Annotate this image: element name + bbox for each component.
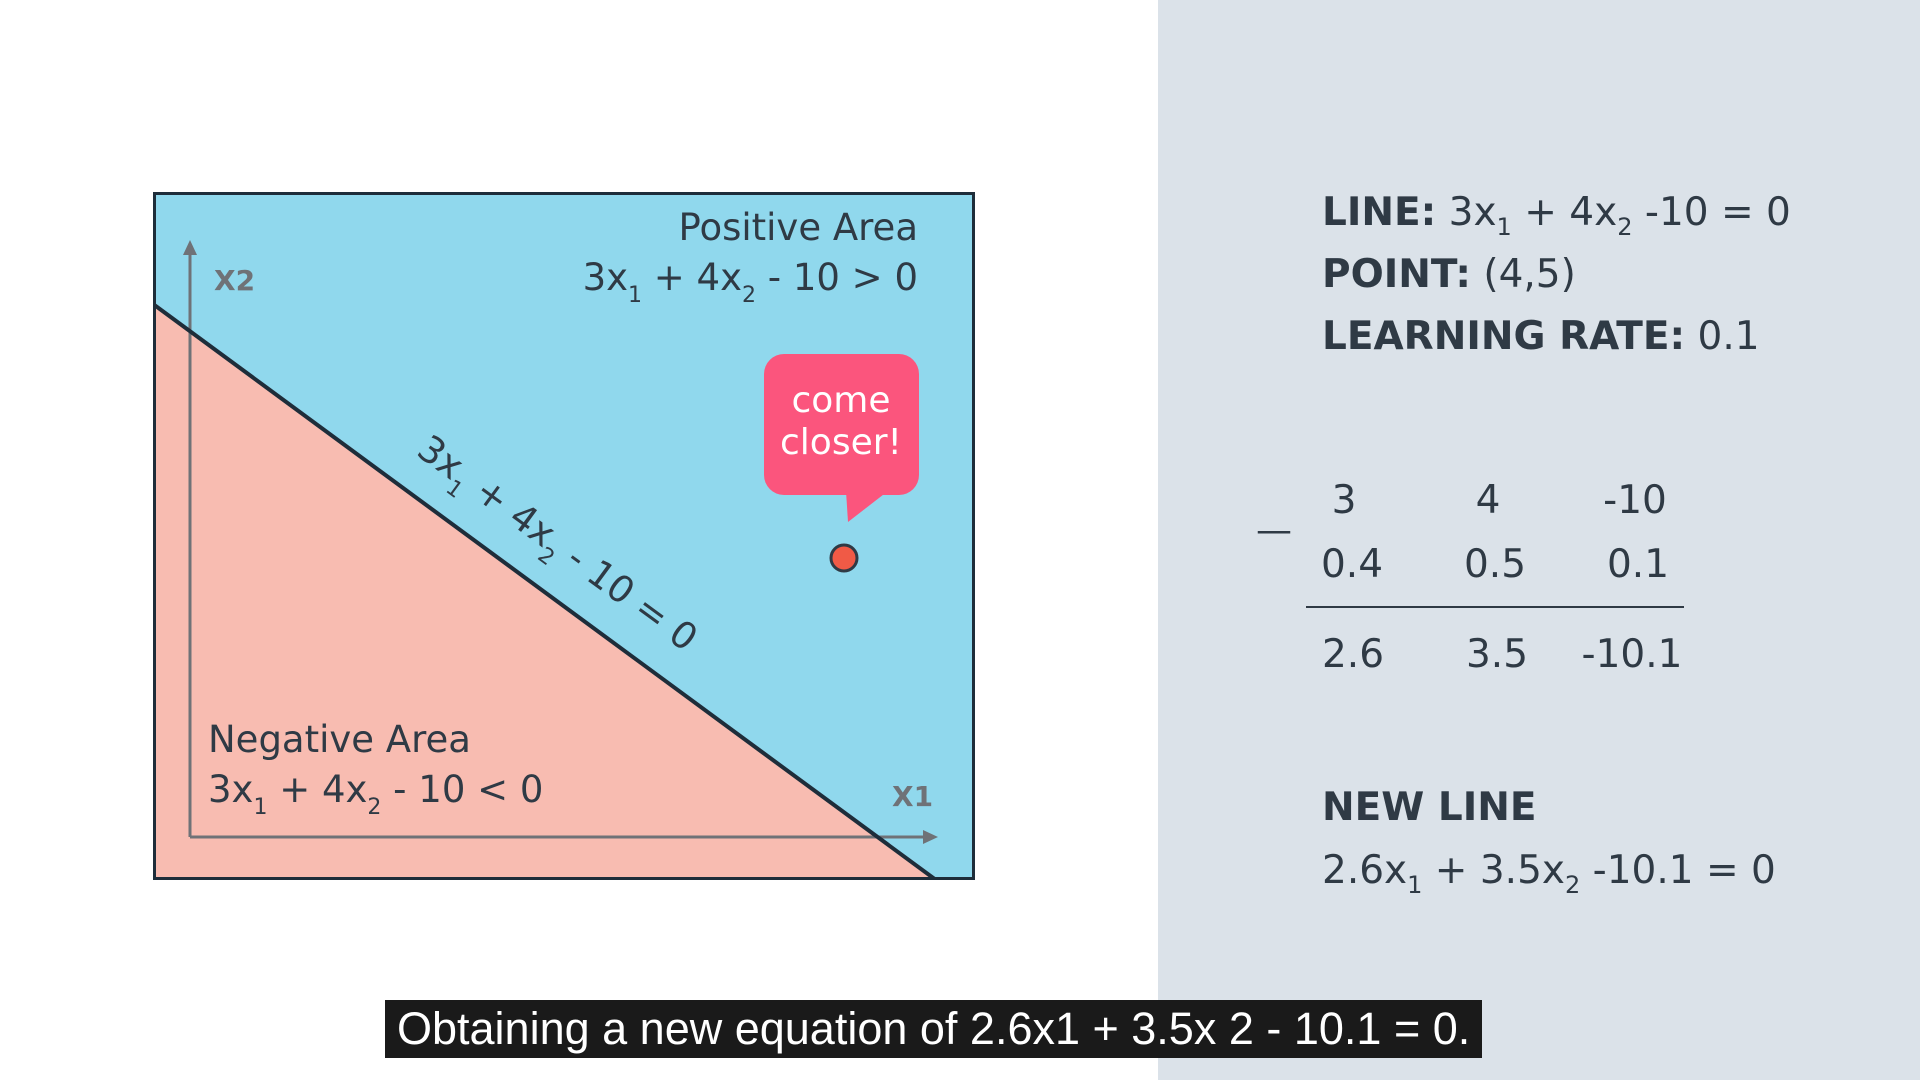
row1-value-2: 4 — [1475, 478, 1501, 523]
new-line-term3: -10.1 = 0 — [1580, 848, 1776, 893]
row1-value-3: -10 — [1603, 478, 1667, 523]
learning-rate-label: LEARNING RATE: — [1322, 314, 1686, 359]
line-info: LINE: 3x1 + 4x2 -10 = 0 — [1322, 190, 1791, 239]
diagram-frame — [153, 192, 975, 880]
new-line-title: NEW LINE — [1322, 785, 1537, 830]
point-info-value: (4,5) — [1470, 252, 1576, 297]
learning-rate-info: LEARNING RATE: 0.1 — [1322, 314, 1760, 359]
row2-value-1: 0.4 — [1320, 542, 1384, 587]
row1-value-1: 3 — [1331, 478, 1357, 523]
row2-value-3: 0.1 — [1606, 542, 1670, 587]
result-value-1: 2.6 — [1321, 632, 1385, 677]
line-info-term2: + 4x — [1511, 190, 1618, 235]
negative-area-title: Negative Area — [208, 718, 471, 761]
point-info: POINT: (4,5) — [1322, 252, 1576, 297]
learning-rate-value: 0.1 — [1685, 314, 1760, 359]
line-info-term3: -10 = 0 — [1632, 190, 1791, 235]
result-value-3: -10.1 — [1581, 632, 1683, 677]
right-panel — [1158, 0, 1920, 1080]
speech-bubble-line2: closer! — [780, 422, 902, 463]
new-line-sub1: 1 — [1407, 871, 1423, 899]
sum-divider — [1306, 606, 1684, 608]
result-value-2: 3.5 — [1465, 632, 1529, 677]
new-line-term2: + 3.5x — [1422, 848, 1565, 893]
y-axis-label: X2 — [214, 264, 255, 297]
x-axis-label: X1 — [892, 780, 933, 813]
line-info-term1: 3x — [1436, 190, 1497, 235]
new-line-title-text: NEW LINE — [1322, 785, 1537, 830]
positive-area-title: Positive Area — [678, 206, 918, 249]
point-info-label: POINT: — [1322, 252, 1471, 297]
line-info-sub1: 1 — [1496, 213, 1512, 241]
new-line-equation: 2.6x1 + 3.5x2 -10.1 = 0 — [1322, 848, 1776, 897]
speech-bubble: come closer! — [764, 354, 919, 522]
row2-value-2: 0.5 — [1463, 542, 1527, 587]
line-info-sub2: 2 — [1617, 213, 1633, 241]
new-line-term1: 2.6x — [1322, 848, 1408, 893]
misclassified-point — [829, 543, 859, 573]
positive-area-equation: 3x1 + 4x2 - 10 > 0 — [583, 256, 918, 308]
subtraction-operator: — — [1256, 510, 1292, 551]
y-axis-arrow — [183, 240, 197, 255]
boundary-line — [153, 302, 938, 880]
diagram-svg: X2 X1 Positive Area 3x1 + 4x2 - 10 > 0 N… — [153, 192, 975, 880]
x-axis-arrow — [923, 830, 938, 844]
classification-diagram: X2 X1 Positive Area 3x1 + 4x2 - 10 > 0 N… — [153, 192, 975, 880]
negative-area-equation: 3x1 + 4x2 - 10 < 0 — [208, 768, 543, 820]
video-caption: Obtaining a new equation of 2.6x1 + 3.5x… — [385, 1000, 1483, 1058]
speech-bubble-line1: come — [791, 380, 890, 421]
new-line-sub2: 2 — [1564, 871, 1581, 899]
line-info-label: LINE: — [1322, 190, 1437, 235]
